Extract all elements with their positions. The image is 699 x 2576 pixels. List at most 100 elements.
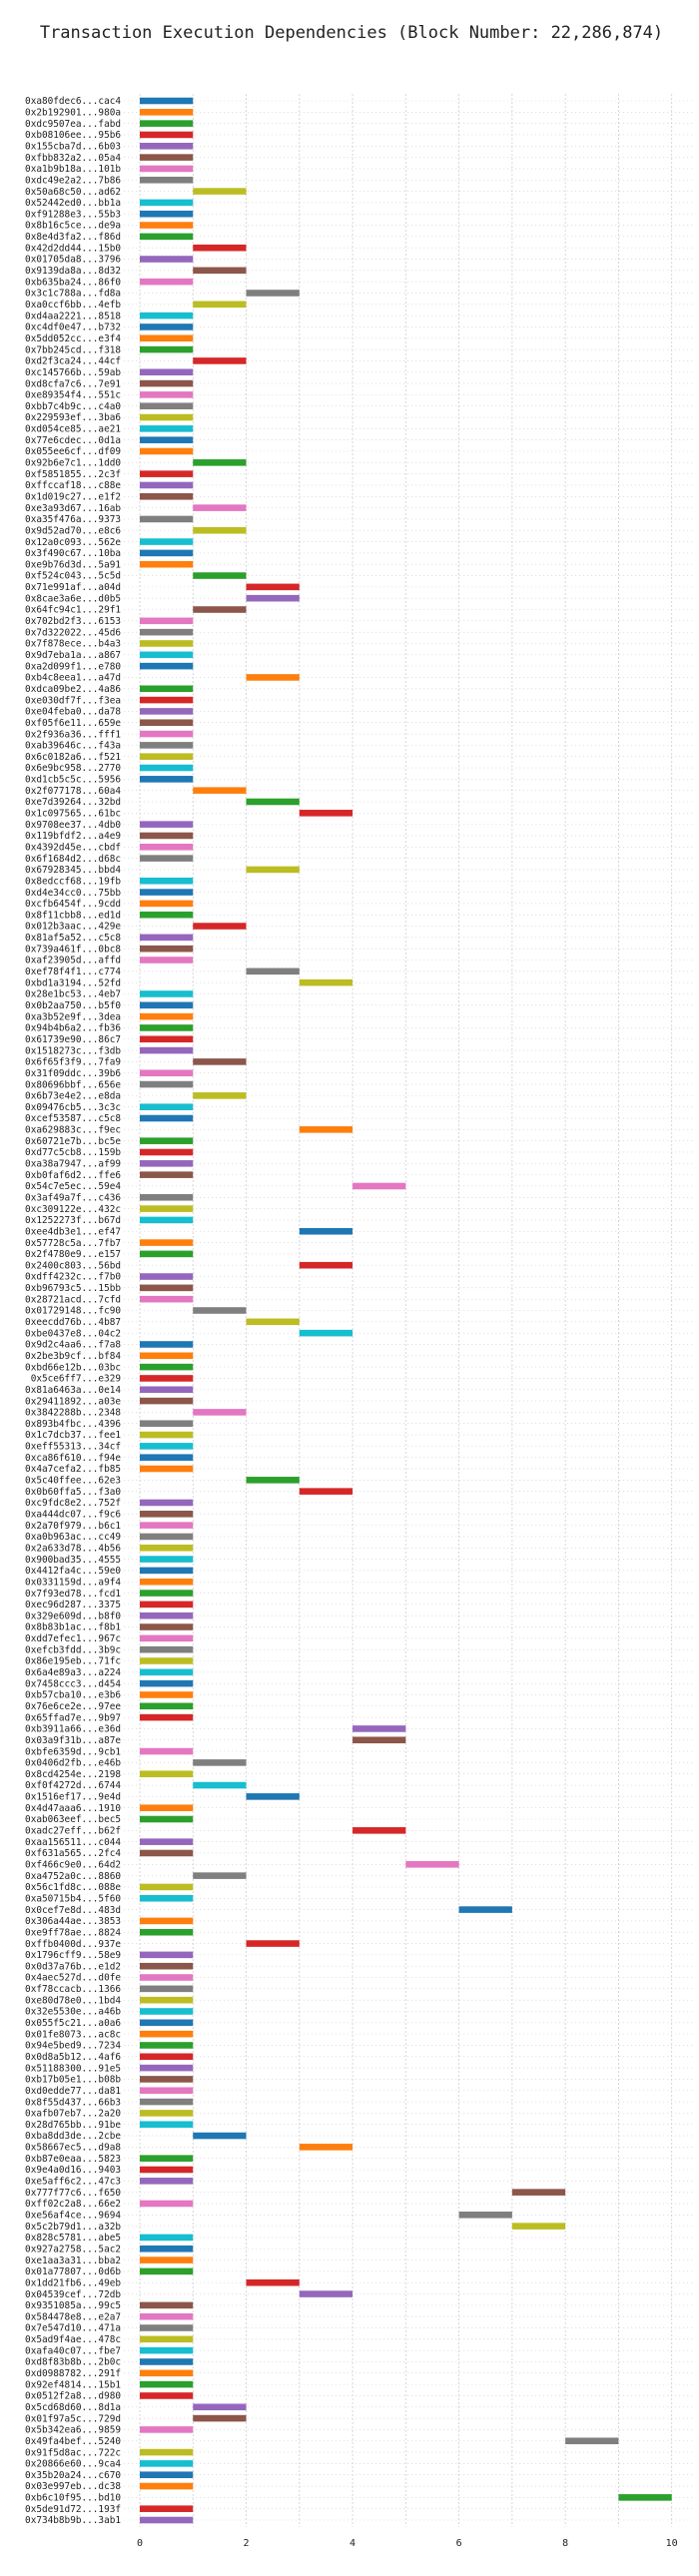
y-tick-label: 0xa50715b4...5f60 <box>25 1893 121 1904</box>
y-tick-label: 0xf78ccacb...1366 <box>25 1984 121 1995</box>
transaction-bar <box>139 210 194 218</box>
y-tick-label: 0xadc27eff...b62f <box>25 1826 121 1837</box>
y-tick-label: 0x702bd2f3...6153 <box>25 616 121 627</box>
y-tick-label: 0x91f5d8ac...722c <box>25 2447 121 2458</box>
transaction-bar <box>139 1985 194 1993</box>
y-tick-label: 0xd77c5cb8...159b <box>25 1147 121 1158</box>
y-tick-label: 0xd1cb5c5c...5956 <box>25 775 121 786</box>
transaction-bar <box>139 1137 194 1144</box>
y-tick-label: 0x9d2c4aa6...f7a8 <box>25 1340 121 1351</box>
transaction-bar <box>139 2516 194 2524</box>
transaction-bar <box>139 1928 194 1936</box>
transaction-bar <box>139 2358 194 2365</box>
y-tick-label: 0x0b60ffa5...f3a0 <box>25 1487 121 1498</box>
y-tick-label: 0x055f5c21...a0a6 <box>25 2018 121 2029</box>
y-tick-label: 0x94e5bed9...7234 <box>25 2041 121 2052</box>
y-tick-label: 0x7e547d10...471a <box>25 2323 121 2334</box>
transaction-bar <box>511 2189 566 2196</box>
transaction-bar <box>139 1544 194 1552</box>
transaction-bar <box>193 1759 247 1766</box>
y-tick-label: 0xeecdd76b...4b87 <box>25 1317 121 1328</box>
y-tick-label: 0x1518273c...f3db <box>25 1045 121 1056</box>
y-tick-label: 0xd4aa2221...8518 <box>25 311 121 322</box>
transaction-bar <box>139 2200 194 2208</box>
transaction-bar <box>246 1477 300 1484</box>
transaction-bar <box>193 606 247 613</box>
transaction-bar <box>139 662 194 670</box>
y-tick-label: 0x54c7e5ec...59e4 <box>25 1181 121 1192</box>
transaction-bar <box>299 810 353 817</box>
transaction-bar <box>193 1058 247 1065</box>
transaction-bar <box>139 2267 194 2275</box>
y-tick-label: 0x9e4a0d16...9403 <box>25 2165 121 2176</box>
transaction-bar <box>139 2312 194 2320</box>
y-tick-label: 0x01705da8...3796 <box>25 255 121 266</box>
y-tick-label: 0xdca09be2...4a86 <box>25 684 121 695</box>
y-tick-label: 0x58667ec5...d9a8 <box>25 2143 121 2154</box>
transaction-bar <box>193 459 247 466</box>
y-tick-label: 0x9d52ad70...e8c6 <box>25 525 121 536</box>
y-tick-label: 0x2be3b9cf...bf84 <box>25 1351 121 1362</box>
y-tick-label: 0xb57cba10...e3b6 <box>25 1690 121 1701</box>
y-tick-label: 0x71e991af...a04d <box>25 582 121 593</box>
y-tick-label: 0xb6c10f95...bd10 <box>25 2493 121 2504</box>
y-tick-label: 0x03e997eb...dc38 <box>25 2481 121 2492</box>
transaction-bar <box>139 109 194 116</box>
y-tick-label: 0x57728c5a...7fb7 <box>25 1238 121 1249</box>
transaction-bar <box>139 628 194 636</box>
transaction-bar <box>139 719 194 727</box>
transaction-bar <box>246 290 300 297</box>
y-tick-label: 0x6e9bc958...2770 <box>25 763 121 774</box>
y-tick-label: 0x6f65f3f9...7fa9 <box>25 1057 121 1068</box>
y-tick-label: 0x2a633d78...4b56 <box>25 1543 121 1554</box>
y-tick-label: 0xe1aa3a31...bba2 <box>25 2255 121 2266</box>
transaction-bar <box>193 1781 247 1789</box>
y-tick-label: 0x5cd68d60...8d1a <box>25 2402 121 2413</box>
transaction-bar <box>139 1747 194 1755</box>
transaction-bar <box>139 2380 194 2388</box>
transaction-bar <box>139 470 194 477</box>
y-tick-labels: 0xa80fdec6...cac40x2b192901...980a0xdc95… <box>25 96 121 2526</box>
y-tick-label: 0xd4e34cc0...75bb <box>25 888 121 899</box>
transaction-bar <box>139 1397 194 1405</box>
y-tick-label: 0xe7d39264...32bd <box>25 797 121 808</box>
y-tick-label: 0x8edccf68...19fb <box>25 876 121 887</box>
y-tick-label: 0x8cd4254e...2198 <box>25 1769 121 1780</box>
y-tick-label: 0x0331159d...a9f4 <box>25 1577 121 1588</box>
transaction-bar <box>139 1465 194 1473</box>
transaction-bar <box>618 2494 672 2501</box>
transaction-bar <box>193 188 247 195</box>
transaction-bar <box>299 1329 353 1337</box>
y-tick-label: 0xd054ce85...ae21 <box>25 424 121 435</box>
transaction-bar <box>139 1352 194 1360</box>
transaction-bar <box>139 413 194 421</box>
transaction-bar <box>299 978 353 986</box>
transaction-bar <box>299 2144 353 2151</box>
transaction-bar <box>139 2178 194 2185</box>
transaction-bar <box>139 2324 194 2331</box>
transaction-bar <box>246 1318 300 1326</box>
transaction-bar <box>139 1996 194 2004</box>
transaction-bar <box>139 154 194 161</box>
y-tick-label: 0x0d8a5b12...4af6 <box>25 2052 121 2063</box>
transaction-bar <box>139 685 194 693</box>
y-tick-label: 0x8f55d437...66b3 <box>25 2097 121 2108</box>
transaction-bar <box>139 199 194 207</box>
transaction-bar <box>139 368 194 376</box>
transaction-bar <box>139 1148 194 1156</box>
y-tick-label: 0xa0b963ac...cc49 <box>25 1532 121 1543</box>
transaction-bar <box>139 2460 194 2467</box>
transaction-bar <box>139 549 194 557</box>
y-tick-label: 0x01fe8073...ac8c <box>25 2029 121 2040</box>
transaction-bar <box>139 2335 194 2343</box>
transaction-bar <box>139 2087 194 2095</box>
transaction-bar <box>139 560 194 568</box>
y-tick-label: 0x04539cef...72db <box>25 2289 121 2300</box>
transaction-bar <box>139 402 194 409</box>
transaction-bar <box>139 391 194 398</box>
y-tick-label: 0x9d7eba1a...a867 <box>25 650 121 661</box>
transaction-bar <box>139 2245 194 2253</box>
y-tick-label: 0x20866e60...9ca4 <box>25 2459 121 2470</box>
transaction-bar <box>299 1488 353 1495</box>
y-tick-label: 0x4d47aaa6...1910 <box>25 1803 121 1814</box>
